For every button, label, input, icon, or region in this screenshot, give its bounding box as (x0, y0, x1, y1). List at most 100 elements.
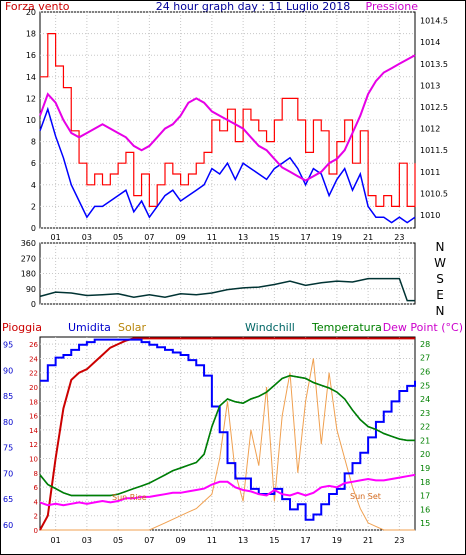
direction-tick-label: 0 (31, 300, 36, 309)
bottom-x-tick-label: 11 (207, 536, 217, 545)
temperature-tick-label: 22 (420, 423, 430, 432)
wind-direction-line (39, 277, 415, 302)
pressure-tick-label: 1012.5 (420, 103, 448, 112)
rain-tick-label: 14 (29, 427, 38, 435)
dewpoint-label: Dew Point (°C) (383, 321, 463, 334)
wind-tick-label: 20 (26, 8, 36, 17)
bottom-x-tick-label: 17 (301, 536, 311, 545)
rain-tick-label: 12 (29, 441, 38, 449)
pressure-tick-label: 1014 (420, 38, 440, 47)
pressure-tick-label: 1012 (420, 125, 440, 134)
temperature-tick-label: 27 (420, 354, 430, 363)
bottom-x-tick-label: 03 (82, 536, 92, 545)
wind-x-tick-label: 17 (301, 233, 311, 242)
wind-x-tick-label: 19 (332, 233, 342, 242)
temperature-tick-label: 15 (420, 519, 430, 528)
solar-line (40, 358, 415, 531)
rain-tick-label: 10 (29, 456, 38, 464)
temperature-tick-label: 17 (420, 492, 430, 501)
compass-w: W (434, 256, 446, 270)
graph-title: 24 hour graph day : 11 Luglio 2018 (156, 0, 351, 13)
bottom-x-tick-label: 15 (269, 536, 279, 545)
humidity-line (40, 338, 416, 521)
wind-x-tick-label: 05 (113, 233, 123, 242)
wind-tick-label: 8 (31, 138, 36, 147)
wind-tick-label: 18 (26, 30, 36, 39)
wind-tick-label: 10 (26, 116, 36, 125)
rain-tick-label: 8 (34, 470, 38, 478)
solar-label: Solar (118, 321, 147, 334)
rain-tick-label: 0 (34, 527, 38, 535)
bottom-x-tick-label: 05 (113, 536, 123, 545)
rain-tick-label: 4 (34, 498, 39, 506)
wind-x-tick-label: 13 (238, 233, 248, 242)
windchill-label: Windchill (245, 321, 295, 334)
rain-tick-label: 16 (29, 413, 38, 421)
wind-tick-label: 4 (31, 181, 36, 190)
wind-x-tick-label: 23 (394, 233, 404, 242)
wind-x-tick-label: 11 (207, 233, 217, 242)
humidity-tick-label: 80 (3, 418, 13, 427)
humidity-tick-label: 75 (3, 444, 13, 453)
humidity-tick-label: 70 (3, 469, 13, 478)
bottom-x-tick-label: 23 (394, 536, 404, 545)
pressure-tick-label: 1013.5 (420, 60, 448, 69)
wind-x-tick-label: 15 (269, 233, 279, 242)
rain-tick-label: 24 (29, 355, 38, 363)
rain-tick-label: 2 (34, 513, 38, 521)
temperature-tick-label: 28 (420, 340, 430, 349)
wind-axis-ticks: 0246810121416182010101010.510111011.5101… (26, 8, 448, 242)
humidity-label: Umidita (68, 321, 111, 334)
rain-tick-label: 26 (29, 341, 38, 349)
bottom-series (39, 337, 416, 531)
bottom-x-tick-label: 19 (332, 536, 342, 545)
direction-tick-label: 180 (21, 270, 36, 279)
temperature-tick-label: 16 (420, 505, 430, 514)
pressure-line (39, 54, 416, 182)
compass-n-top: N (436, 240, 445, 254)
wind-tick-label: 6 (31, 159, 36, 168)
wind-x-tick-label: 21 (363, 233, 373, 242)
wind-tick-label: 2 (31, 202, 36, 211)
direction-tick-label: 90 (26, 285, 36, 294)
pressure-tick-label: 1013 (420, 81, 440, 90)
direction-series (39, 277, 415, 302)
bottom-axis-ticks: 0246810121416182022242660657075808590951… (3, 340, 430, 545)
bottom-x-tick-label: 09 (176, 536, 186, 545)
temperature-tick-label: 24 (420, 395, 430, 404)
temperature-tick-label: 25 (420, 381, 430, 390)
wind-tick-label: 14 (26, 73, 36, 82)
dewpoint-line (39, 473, 416, 507)
wind-tick-label: 12 (26, 94, 36, 103)
bottom-x-tick-label: 07 (144, 536, 154, 545)
temperature-tick-label: 21 (420, 436, 430, 445)
humidity-tick-label: 60 (3, 521, 13, 530)
temperature-tick-label: 18 (420, 478, 430, 487)
bottom-x-tick-label: 01 (51, 536, 61, 545)
pressure-tick-label: 1014.5 (420, 17, 448, 26)
rain-line (39, 337, 415, 531)
temperature-line (39, 374, 415, 497)
wind-series (39, 33, 416, 224)
rain-tick-label: 20 (29, 384, 38, 392)
wind-tick-label: 0 (31, 224, 36, 233)
direction-grid (40, 242, 415, 305)
wind-average-line (39, 106, 416, 224)
pressure-tick-label: 1010 (420, 211, 440, 220)
wind-x-tick-label: 09 (176, 233, 186, 242)
humidity-tick-label: 85 (3, 392, 13, 401)
compass-n-bottom: N (436, 304, 445, 318)
rain-label: Pioggia (2, 321, 42, 334)
pressure-tick-label: 1010.5 (420, 189, 448, 198)
wind-x-tick-label: 03 (82, 233, 92, 242)
rain-tick-label: 6 (34, 484, 39, 492)
pressure-label: Pressione (366, 0, 419, 13)
wind-force-label: Forza vento (5, 0, 70, 13)
direction-axis-ticks: 0 90 180 270 360 (21, 239, 36, 309)
sunset-label: Sun Set (350, 492, 381, 501)
wind-tick-label: 16 (26, 51, 36, 60)
direction-tick-label: 360 (21, 239, 36, 248)
compass-e: E (436, 288, 444, 302)
